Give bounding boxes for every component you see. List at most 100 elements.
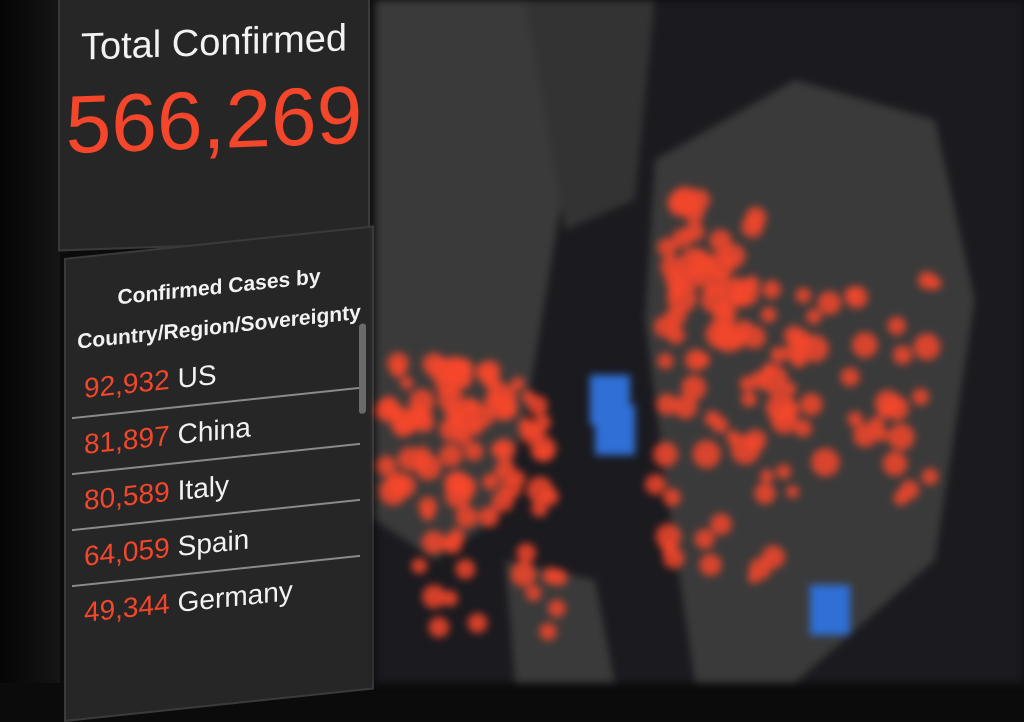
case-marker[interactable] [397,447,422,471]
case-marker[interactable] [707,251,735,280]
case-marker[interactable] [744,275,760,291]
case-marker[interactable] [912,388,930,406]
case-marker[interactable] [887,423,915,451]
case-marker[interactable] [786,485,800,499]
case-marker[interactable] [491,490,514,513]
case-marker[interactable] [409,388,435,415]
case-marker[interactable] [694,528,715,550]
case-marker[interactable] [663,547,685,569]
case-marker[interactable] [482,473,500,491]
case-marker[interactable] [790,350,808,368]
case-marker[interactable] [673,394,698,419]
case-marker[interactable] [770,346,788,364]
case-marker[interactable] [489,393,517,422]
case-marker[interactable] [400,376,414,390]
case-marker[interactable] [653,441,678,467]
case-marker[interactable] [422,584,447,609]
case-marker[interactable] [782,382,797,396]
case-marker[interactable] [672,228,693,249]
case-marker[interactable] [794,419,812,438]
case-marker[interactable] [531,425,546,439]
case-marker[interactable] [392,474,416,498]
case-marker[interactable] [458,477,472,491]
case-marker[interactable] [525,585,542,602]
case-marker[interactable] [383,401,404,422]
case-marker[interactable] [411,557,428,574]
case-marker[interactable] [428,616,450,638]
case-marker[interactable] [817,291,842,315]
case-marker[interactable] [435,374,459,398]
case-marker[interactable] [762,280,781,299]
case-marker[interactable] [806,308,822,325]
case-marker[interactable] [464,441,484,461]
case-marker[interactable] [656,393,678,416]
case-marker[interactable] [847,411,863,427]
case-marker[interactable] [665,305,687,327]
case-marker[interactable] [531,500,548,517]
case-marker[interactable] [913,333,941,361]
case-marker[interactable] [548,599,566,618]
case-marker[interactable] [422,352,445,376]
case-marker[interactable] [921,468,939,485]
case-marker[interactable] [421,530,446,555]
case-marker[interactable] [494,459,516,481]
case-marker[interactable] [392,417,413,437]
case-marker[interactable] [747,571,760,584]
case-marker[interactable] [439,417,464,442]
case-marker[interactable] [887,316,906,336]
case-marker[interactable] [420,506,435,521]
case-marker[interactable] [745,206,767,228]
case-marker[interactable] [439,443,463,467]
case-marker[interactable] [541,487,559,506]
case-marker[interactable] [535,444,552,461]
case-marker[interactable] [760,306,777,323]
case-marker[interactable] [868,415,886,433]
case-marker[interactable] [415,454,442,481]
case-marker[interactable] [510,561,537,587]
case-marker[interactable] [441,590,459,607]
case-marker[interactable] [781,400,800,419]
case-marker[interactable] [776,464,792,480]
case-marker[interactable] [467,613,488,634]
case-marker[interactable] [741,391,758,408]
world-map[interactable] [375,0,1024,683]
case-marker[interactable] [390,361,407,378]
case-marker[interactable] [684,349,707,371]
case-marker[interactable] [550,569,568,586]
case-marker[interactable] [657,237,677,258]
case-marker[interactable] [516,543,537,563]
case-marker[interactable] [705,319,735,349]
case-marker[interactable] [667,189,695,217]
case-marker[interactable] [761,545,785,569]
case-marker[interactable] [455,559,476,579]
case-marker[interactable] [726,430,741,445]
case-marker[interactable] [376,455,397,476]
case-marker[interactable] [761,362,777,378]
case-marker[interactable] [521,390,536,404]
case-marker[interactable] [662,488,681,507]
case-marker[interactable] [892,345,913,365]
case-marker[interactable] [811,448,840,477]
case-marker[interactable] [882,451,908,477]
case-marker[interactable] [791,330,813,351]
case-marker[interactable] [491,440,509,459]
case-marker[interactable] [448,528,465,545]
case-marker[interactable] [795,287,812,304]
list-scrollbar[interactable] [359,323,366,414]
case-marker[interactable] [679,247,710,278]
case-marker[interactable] [660,255,684,279]
case-marker[interactable] [877,403,892,418]
case-marker[interactable] [511,376,525,391]
case-marker[interactable] [645,474,666,495]
case-marker[interactable] [710,513,732,536]
case-marker[interactable] [700,285,729,314]
case-marker[interactable] [754,482,776,505]
case-marker[interactable] [681,375,707,401]
case-marker[interactable] [840,367,860,387]
case-marker[interactable] [851,332,878,358]
case-marker[interactable] [699,553,722,577]
case-marker[interactable] [666,325,686,345]
case-marker[interactable] [692,440,721,469]
case-marker[interactable] [704,410,721,427]
case-marker[interactable] [844,287,860,303]
